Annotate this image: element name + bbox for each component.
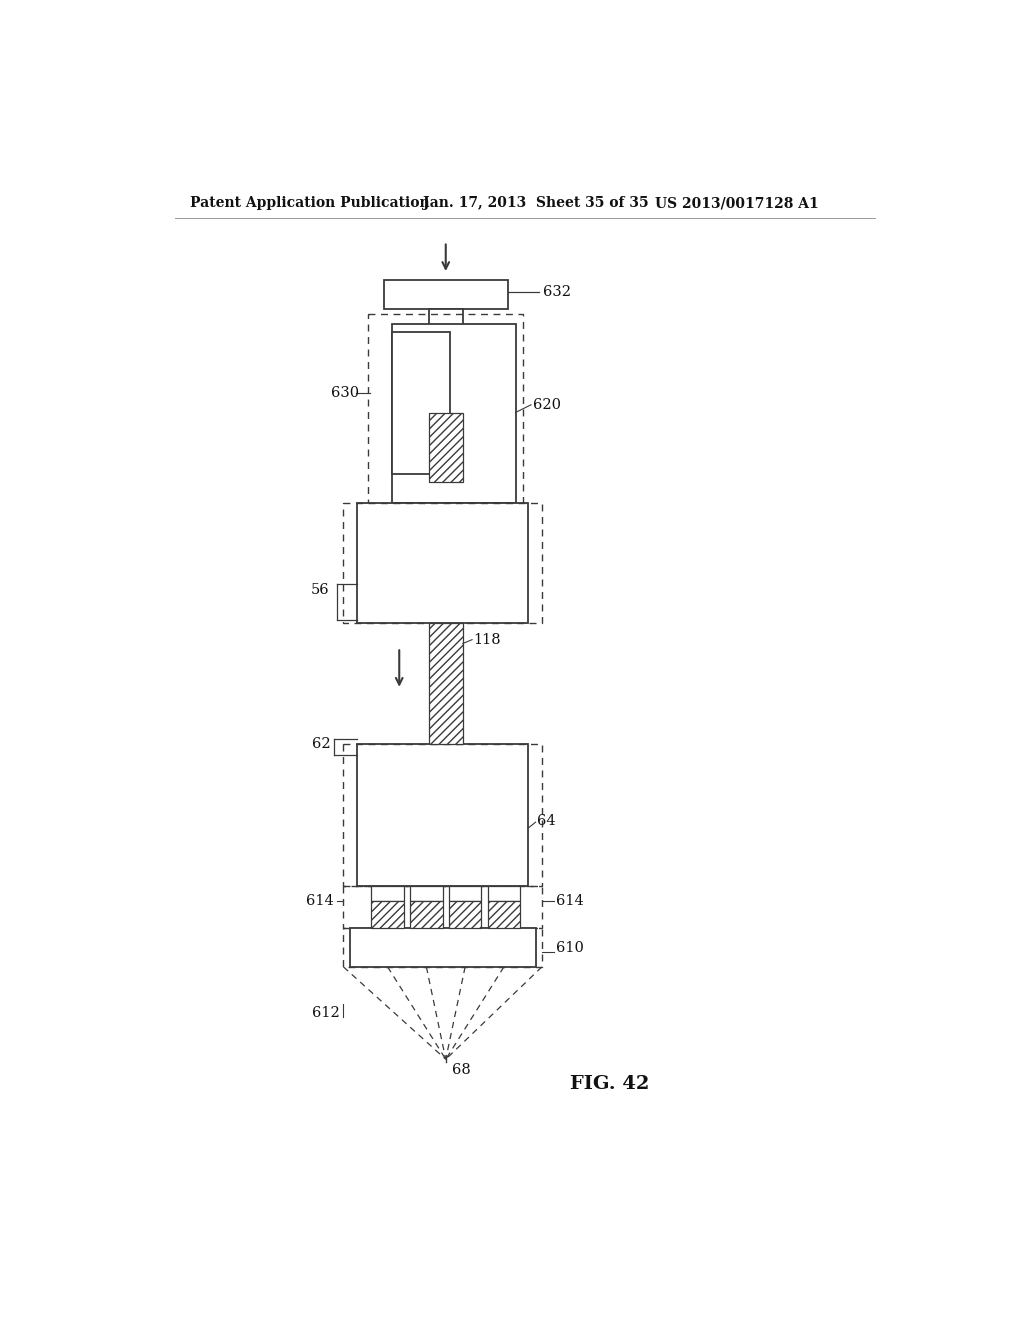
Bar bbox=[487, 886, 520, 902]
Bar bbox=[429, 412, 463, 482]
Bar bbox=[369, 314, 523, 506]
Text: 612: 612 bbox=[312, 1006, 340, 1020]
Text: 64: 64 bbox=[538, 813, 556, 828]
Text: US 2013/0017128 A1: US 2013/0017128 A1 bbox=[655, 197, 819, 210]
Text: Jan. 17, 2013  Sheet 35 of 35: Jan. 17, 2013 Sheet 35 of 35 bbox=[423, 197, 648, 210]
Bar bbox=[343, 743, 542, 886]
Text: 62: 62 bbox=[312, 737, 331, 751]
Bar bbox=[372, 886, 403, 902]
Bar bbox=[349, 928, 536, 966]
Text: 630: 630 bbox=[331, 387, 359, 400]
Text: 620: 620 bbox=[532, 397, 560, 412]
Text: 118: 118 bbox=[474, 632, 502, 647]
Text: FIG. 42: FIG. 42 bbox=[569, 1074, 649, 1093]
Text: 68: 68 bbox=[452, 1063, 471, 1077]
Bar bbox=[343, 503, 542, 623]
Text: 56: 56 bbox=[311, 582, 330, 597]
Bar bbox=[410, 886, 442, 902]
Bar bbox=[343, 886, 542, 928]
Text: 614: 614 bbox=[556, 895, 584, 908]
Text: 632: 632 bbox=[543, 285, 570, 298]
Bar bbox=[384, 280, 508, 309]
Bar bbox=[343, 928, 542, 966]
Bar bbox=[429, 623, 463, 743]
Bar bbox=[357, 503, 528, 623]
Bar bbox=[410, 902, 442, 928]
Text: 610: 610 bbox=[556, 941, 584, 954]
Text: Patent Application Publication: Patent Application Publication bbox=[190, 197, 430, 210]
Bar bbox=[391, 331, 450, 474]
Bar bbox=[391, 323, 515, 503]
Bar bbox=[449, 886, 481, 902]
Bar bbox=[357, 743, 528, 886]
Bar bbox=[449, 902, 481, 928]
Bar bbox=[429, 309, 463, 348]
Bar bbox=[487, 902, 520, 928]
Text: 614: 614 bbox=[306, 895, 334, 908]
Bar bbox=[372, 902, 403, 928]
